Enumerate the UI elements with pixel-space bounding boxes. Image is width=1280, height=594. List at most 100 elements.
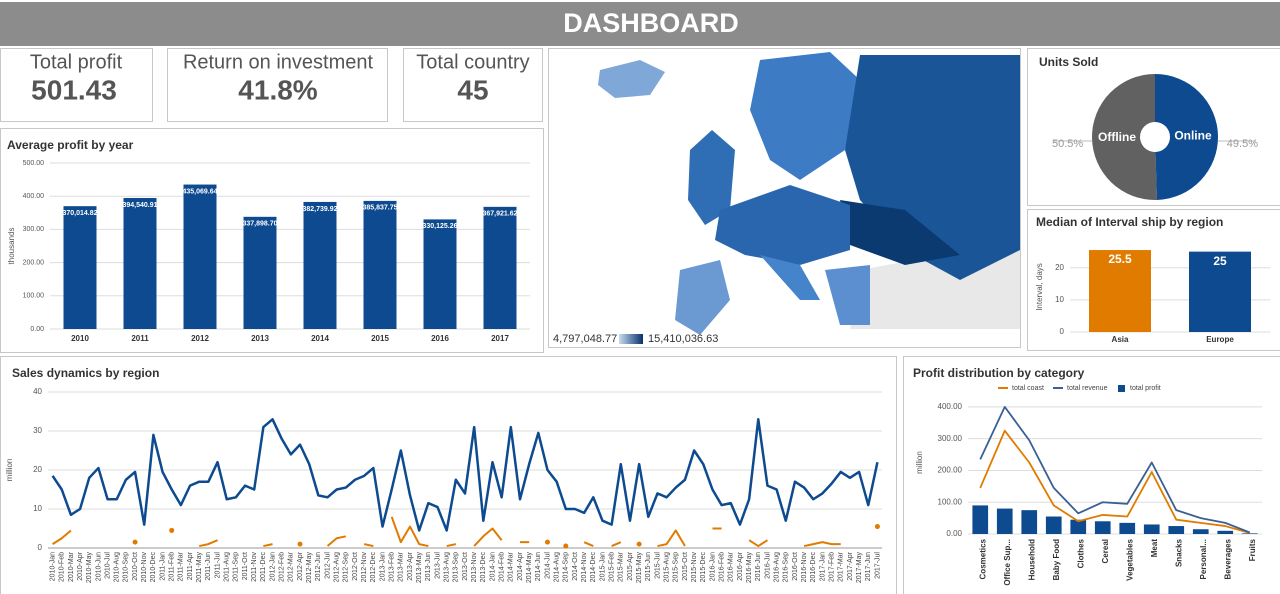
x-tick-label: 2016-Feb (718, 552, 725, 582)
data-label: 25 (1213, 254, 1227, 268)
data-label: 370,014.82 (62, 210, 97, 217)
y-axis-label: million (5, 459, 14, 482)
legend-label: total profit (1130, 385, 1161, 392)
x-tick-label: Fruits (1248, 538, 1257, 561)
x-tick-label: 2010-Mar (68, 551, 75, 582)
x-tick-label: 2011-Sep (233, 552, 240, 582)
x-tick-label: 2015-Nov (691, 552, 698, 583)
map-legend-max: 15,410,036.63 (648, 333, 718, 345)
series-line (390, 516, 429, 548)
x-tick-label: Europe (1206, 335, 1234, 344)
x-tick-label: 2015-Dec (700, 552, 707, 583)
bar (483, 206, 517, 329)
x-tick-label: 2013-Jan (379, 552, 386, 581)
slice-label: Online (1174, 129, 1212, 143)
x-tick-label: 2016-Jun (755, 552, 762, 581)
map-region (688, 130, 735, 225)
kpi-value: 501.43 (31, 74, 117, 105)
map-region (598, 60, 665, 98)
series-line (199, 539, 218, 548)
x-tick-label: 2017-Jul (874, 552, 881, 579)
bar (1189, 251, 1251, 332)
data-label: 337,898.70 (242, 221, 277, 228)
x-tick-label: Cosmetics (978, 538, 987, 579)
data-label: 367,921.62 (482, 211, 517, 218)
y-axis-label: million (915, 451, 924, 474)
y-axis-label: Interval, days (1035, 263, 1044, 311)
x-tick-label: 2012-Nov (361, 552, 368, 583)
x-tick-label: Household (1027, 539, 1036, 580)
x-tick-label: 2010-May (86, 552, 93, 584)
series-line (748, 539, 768, 548)
y-tick-label: 0.00 (946, 529, 962, 538)
y-tick-label: 30 (33, 426, 42, 435)
kpi-value: 45 (457, 74, 488, 105)
map-region (675, 260, 730, 335)
y-tick-label: 100.00 (23, 293, 45, 300)
series-line (979, 405, 1251, 534)
x-tick-label: 2014-Sep (563, 552, 570, 582)
map (549, 49, 1020, 335)
x-tick-label: 2011-Jul (214, 552, 221, 579)
x-tick-label: 2012-Mar (288, 551, 295, 582)
x-tick-label: 2013-Jul (434, 552, 441, 579)
data-label: 435,069.64 (182, 188, 217, 195)
x-tick-label: Asia (1112, 335, 1129, 344)
value-label: 49.5% (1227, 138, 1258, 150)
y-tick-label: 40 (33, 387, 42, 396)
data-label: 25.5 (1108, 252, 1132, 266)
x-tick-label: 2013-Sep (453, 552, 460, 582)
x-tick-label: 2017-Jan (819, 552, 826, 581)
data-label: 394,540.91 (122, 202, 157, 209)
x-tick-label: 2010-Jul (104, 552, 111, 579)
y-tick-label: 300.00 (938, 434, 963, 443)
x-tick-label: 2013-Mar (398, 551, 405, 582)
x-tick-label: 2014-Jul (544, 552, 551, 579)
series-line-point (544, 539, 550, 545)
x-tick-label: 2010-Jun (95, 552, 102, 581)
map-region (825, 265, 870, 325)
x-tick-label: 2016-Mar (728, 551, 735, 582)
x-tick-label: 2016-Oct (792, 552, 799, 581)
bar (1168, 526, 1185, 534)
y-tick-label: 20 (33, 465, 42, 474)
x-tick-label: 2014-Aug (553, 552, 560, 582)
x-tick-label: 2011-Jan (159, 552, 166, 581)
bar (1094, 521, 1111, 534)
x-tick-label: 2015-Aug (663, 552, 670, 582)
x-tick-label: 2010-Nov (141, 552, 148, 583)
bar (996, 508, 1013, 534)
x-tick-label: 2013-Apr (407, 551, 414, 580)
y-tick-label: 10 (33, 504, 42, 513)
y-tick-label: 0 (38, 543, 43, 552)
x-tick-label: 2015-Jul (654, 552, 661, 579)
x-tick-label: 2012-Jul (324, 552, 331, 579)
x-tick-label: 2011-Nov (251, 552, 258, 582)
kpi-card (0, 48, 153, 122)
series-line (657, 529, 686, 548)
x-tick-label: 2016 (431, 334, 449, 343)
x-tick-label: 2012-Jan (269, 552, 276, 581)
x-tick-label: 2010-Sep (123, 552, 130, 582)
x-tick-label: Baby Food (1052, 539, 1061, 580)
x-tick-label: 2014-Feb (499, 552, 506, 582)
bar (183, 184, 217, 329)
bar (1119, 522, 1136, 534)
x-tick-label: 2012-Feb (279, 552, 286, 582)
series-line (979, 429, 1250, 534)
bar (1192, 529, 1209, 534)
x-tick-label: Personal... (1199, 539, 1208, 579)
header-bar (0, 2, 1280, 46)
series-line (52, 529, 72, 545)
bar (1089, 250, 1151, 332)
kpi-label: Return on investment (183, 51, 374, 73)
y-tick-label: 200.00 (938, 466, 963, 475)
x-tick-label: 2010-Jan (49, 552, 56, 581)
x-tick-label: 2014-Oct (572, 552, 579, 581)
x-tick-label: 2014-Jan (489, 552, 496, 581)
x-tick-label: 2015-May (636, 552, 643, 584)
x-tick-label: 2016-Sep (783, 552, 790, 582)
x-tick-label: 2013-Oct (462, 552, 469, 581)
pie-slice (1092, 74, 1157, 200)
